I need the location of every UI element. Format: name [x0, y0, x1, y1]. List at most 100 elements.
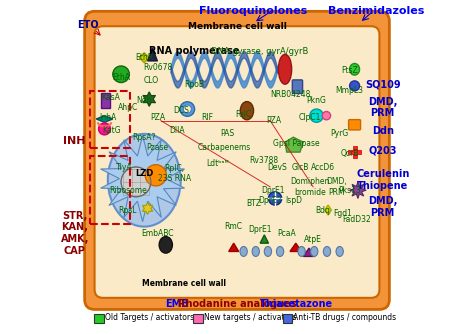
Ellipse shape	[336, 246, 343, 257]
Text: PZA: PZA	[150, 113, 165, 122]
Ellipse shape	[323, 246, 331, 257]
Circle shape	[268, 192, 282, 205]
Ellipse shape	[240, 102, 254, 120]
Ellipse shape	[276, 246, 284, 257]
Text: Cerulenin
Thiopene: Cerulenin Thiopene	[356, 169, 410, 191]
Text: RmC: RmC	[225, 222, 243, 231]
Text: New targets / activators: New targets / activators	[204, 313, 296, 322]
Text: Bdq: Bdq	[316, 205, 330, 214]
Polygon shape	[285, 137, 303, 152]
Text: Q203: Q203	[368, 145, 397, 155]
Ellipse shape	[240, 246, 247, 257]
Text: AccD6: AccD6	[311, 163, 335, 171]
Text: AhpC: AhpC	[118, 103, 138, 112]
Text: Rv3788: Rv3788	[249, 156, 278, 165]
Ellipse shape	[350, 81, 360, 91]
Text: CLO: CLO	[143, 76, 158, 86]
Text: PZA: PZA	[266, 116, 281, 125]
Text: PyrG: PyrG	[330, 129, 349, 138]
Text: KatG: KatG	[102, 126, 120, 135]
Text: EMB: EMB	[165, 300, 189, 310]
Ellipse shape	[278, 54, 292, 84]
Circle shape	[145, 165, 166, 186]
Text: KasA: KasA	[102, 93, 120, 102]
Text: STR,
KAN,
AMK,
CAP: STR, KAN, AMK, CAP	[61, 211, 89, 256]
Text: Domiphen
bromide: Domiphen bromide	[290, 177, 329, 197]
Circle shape	[99, 123, 110, 135]
Polygon shape	[96, 116, 113, 122]
Text: FolC: FolC	[236, 110, 252, 119]
Text: RIF: RIF	[201, 113, 213, 122]
Text: Rhodanine analogues: Rhodanine analogues	[178, 300, 296, 310]
Text: AtpE: AtpE	[304, 235, 322, 244]
Text: EmbABC: EmbABC	[141, 229, 174, 238]
Circle shape	[113, 66, 129, 82]
Ellipse shape	[159, 236, 173, 253]
Polygon shape	[303, 248, 315, 257]
Circle shape	[180, 102, 195, 116]
Circle shape	[183, 105, 191, 113]
Text: Pks13: Pks13	[338, 186, 361, 195]
Text: DprE2: DprE2	[258, 196, 282, 205]
Ellipse shape	[252, 246, 259, 257]
Text: BTZ: BTZ	[246, 199, 261, 208]
Text: RpoB: RpoB	[184, 80, 204, 89]
Text: LZD: LZD	[135, 169, 154, 178]
Circle shape	[121, 167, 151, 197]
Text: DMD,
PRM: DMD, PRM	[368, 196, 397, 217]
Text: PAS: PAS	[220, 129, 234, 138]
Polygon shape	[142, 202, 153, 214]
Ellipse shape	[322, 112, 330, 120]
Polygon shape	[143, 92, 155, 107]
FancyBboxPatch shape	[283, 314, 292, 323]
FancyBboxPatch shape	[348, 150, 361, 154]
Polygon shape	[139, 53, 149, 63]
Text: TlyA: TlyA	[116, 163, 133, 171]
Ellipse shape	[108, 134, 181, 227]
Text: DprE1: DprE1	[248, 225, 272, 234]
Text: MmpL3: MmpL3	[336, 86, 364, 95]
Text: ETO: ETO	[77, 20, 99, 30]
FancyBboxPatch shape	[348, 120, 361, 130]
Text: Ddn: Ddn	[372, 126, 394, 136]
Text: EthR: EthR	[135, 53, 153, 62]
Text: DlIA: DlIA	[170, 126, 185, 135]
Text: DevS: DevS	[267, 163, 287, 171]
Text: Membrane cell wall: Membrane cell wall	[142, 280, 226, 289]
Text: GpsI Papase: GpsI Papase	[273, 139, 320, 148]
Polygon shape	[325, 205, 331, 215]
Text: Fgd1: Fgd1	[334, 209, 353, 218]
Text: RpsL: RpsL	[118, 205, 137, 214]
Polygon shape	[100, 136, 184, 222]
Text: Membrane cell wall: Membrane cell wall	[188, 22, 286, 31]
Polygon shape	[260, 235, 268, 243]
Polygon shape	[290, 243, 301, 252]
Text: Anti-TB drugs / compounds: Anti-TB drugs / compounds	[293, 313, 396, 322]
Text: DprE1: DprE1	[262, 186, 285, 195]
Text: DMD,
PRM: DMD, PRM	[326, 177, 347, 197]
Text: GlcB: GlcB	[291, 163, 309, 171]
FancyBboxPatch shape	[85, 11, 389, 309]
FancyBboxPatch shape	[353, 146, 356, 158]
Text: Benzimidazoles: Benzimidazoles	[328, 6, 424, 16]
Text: INH: INH	[64, 136, 86, 146]
Polygon shape	[229, 243, 238, 252]
Ellipse shape	[310, 246, 318, 257]
Text: IspD: IspD	[285, 196, 302, 205]
Text: Fluoroquinolones: Fluoroquinolones	[200, 6, 308, 16]
Text: DCS: DCS	[173, 106, 189, 115]
FancyBboxPatch shape	[292, 80, 302, 94]
Text: PknG: PknG	[307, 96, 327, 105]
Text: FadD32: FadD32	[342, 215, 371, 224]
Text: Carbapenems: Carbapenems	[197, 143, 250, 152]
Text: Ldtᵇᵃᴹ: Ldtᵇᵃᴹ	[206, 159, 228, 168]
Polygon shape	[350, 182, 366, 198]
FancyBboxPatch shape	[94, 314, 103, 323]
Text: RplC,
23S RNA: RplC, 23S RNA	[157, 164, 191, 183]
Ellipse shape	[310, 109, 323, 122]
Text: InhA: InhA	[99, 113, 117, 122]
Text: PcaA: PcaA	[277, 229, 296, 238]
Text: Old Targets / activators: Old Targets / activators	[104, 313, 194, 322]
FancyBboxPatch shape	[193, 314, 203, 323]
Ellipse shape	[350, 63, 360, 75]
